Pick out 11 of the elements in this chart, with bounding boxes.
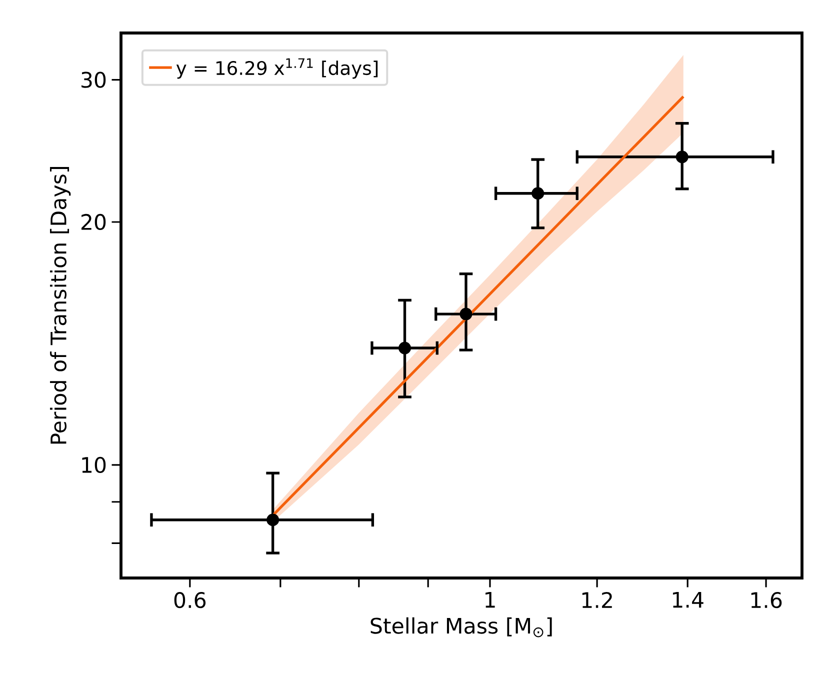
y-tick-label: 20 [81, 214, 106, 230]
legend-label: y = 16.29 x$^{1.71}$ [days] [176, 58, 378, 79]
x-axis-title: Stellar Mass [M$_{⊙}$] [370, 617, 552, 638]
x-tick-label: 1.6 [751, 592, 782, 608]
x-tick-label: 1.4 [672, 592, 704, 608]
x-tick-label: 1 [486, 592, 495, 608]
x-tick-label: 0.6 [174, 592, 206, 608]
y-tick-label: 10 [82, 456, 106, 473]
y-axis-title: Period of Transition [Days] [50, 167, 71, 444]
y-tick-label: 30 [82, 72, 106, 88]
x-tick-label: 1.2 [582, 592, 612, 608]
